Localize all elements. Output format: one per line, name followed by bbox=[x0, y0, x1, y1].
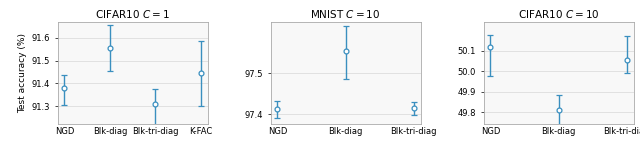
Title: CIFAR10 $C = 1$: CIFAR10 $C = 1$ bbox=[95, 8, 170, 20]
Title: CIFAR10 $C = 10$: CIFAR10 $C = 10$ bbox=[518, 8, 599, 20]
Y-axis label: Test accuracy (%): Test accuracy (%) bbox=[19, 33, 28, 113]
Title: MNIST $C = 10$: MNIST $C = 10$ bbox=[310, 8, 381, 20]
